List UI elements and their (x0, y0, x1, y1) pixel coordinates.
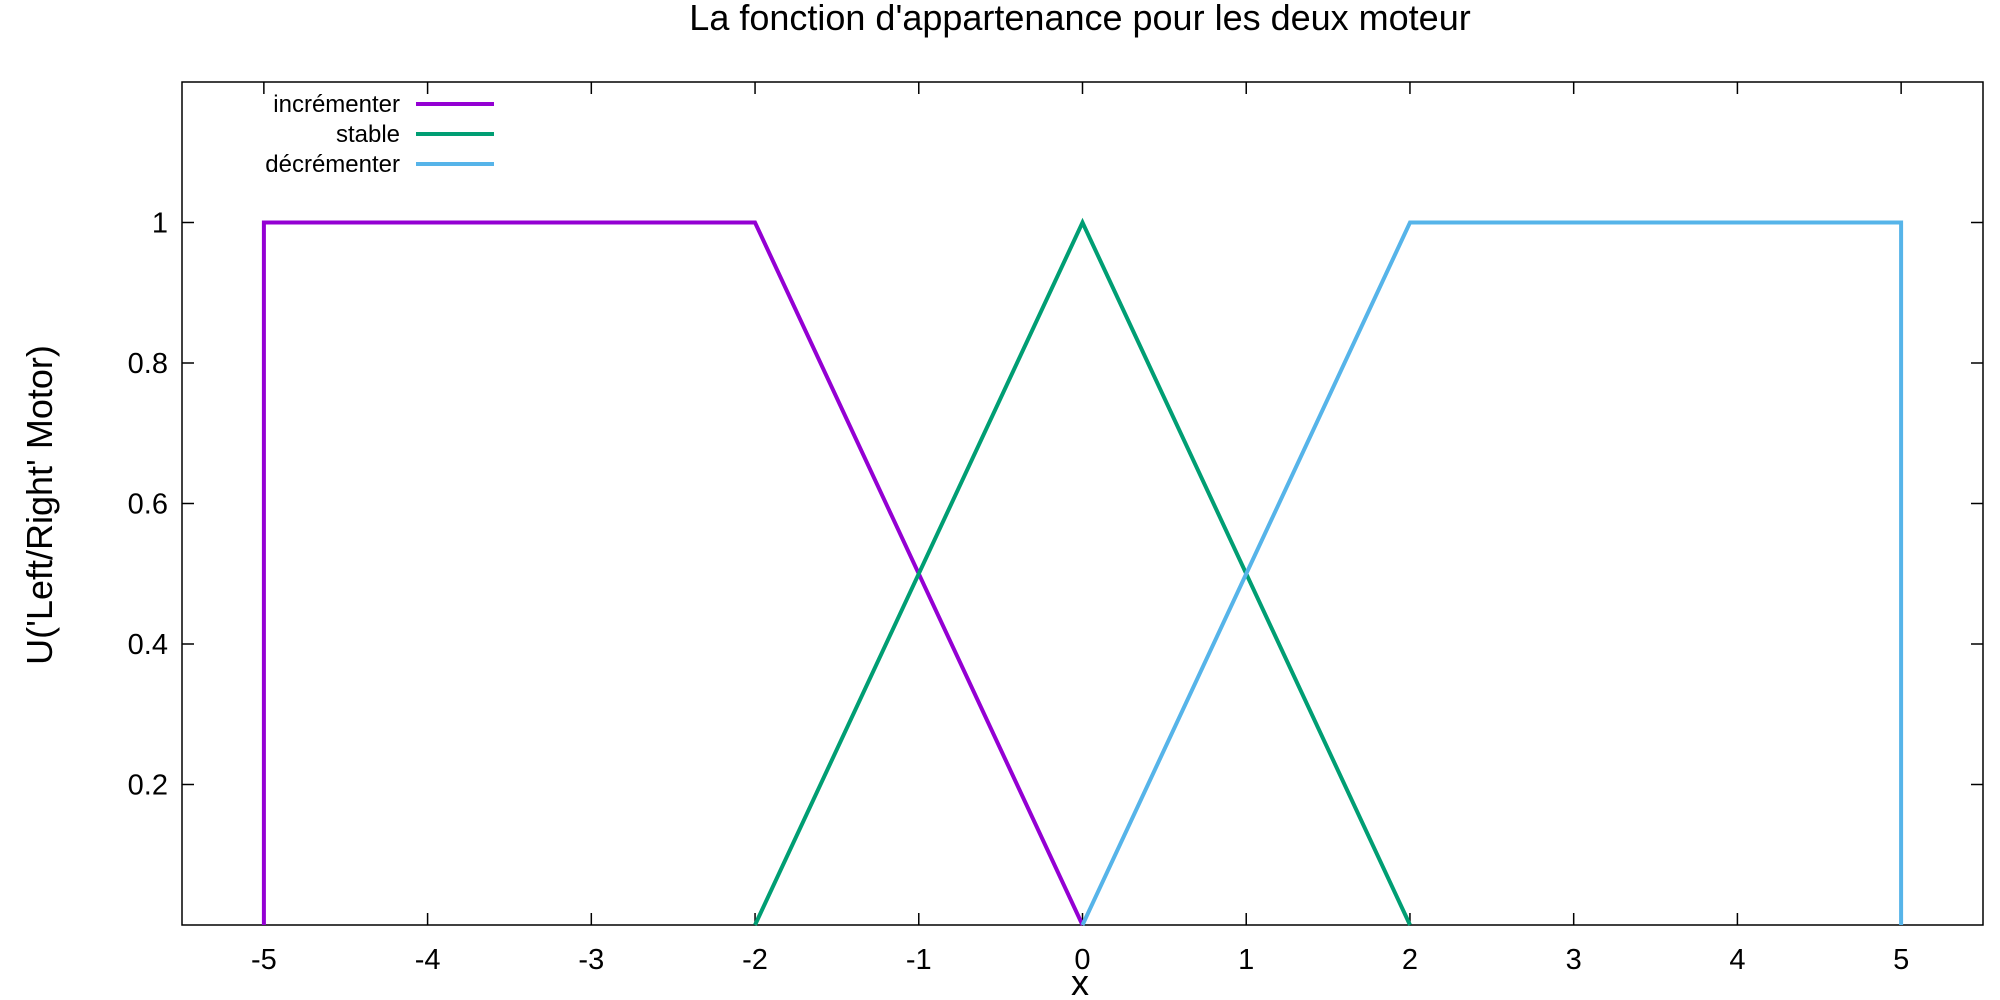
x-tick-label: 2 (1402, 944, 1418, 976)
x-tick-label: -3 (578, 944, 604, 976)
series-line-0 (261, 220, 1085, 926)
series-group (261, 217, 1904, 926)
legend-label: stable (336, 121, 400, 148)
x-tick-label: 1 (1238, 944, 1254, 976)
x-tick-label: -4 (415, 944, 441, 976)
chart-title: La fonction d'appartenance pour les deux… (689, 0, 1470, 38)
x-tick-label: 0 (1074, 944, 1090, 976)
y-axis-label: U('Left/Right' Motor) (19, 345, 60, 665)
y-tick-label: 0.2 (128, 770, 168, 802)
legend-label: incrémenter (273, 91, 400, 118)
x-tick-label: -1 (906, 944, 932, 976)
y-tick-label: 1 (152, 208, 168, 240)
legend-label: décrémenter (265, 151, 400, 178)
plot-frame (181, 81, 1984, 926)
x-tick-label: 5 (1893, 944, 1909, 976)
axis-ticks: -5 -4 -3 -2 -1 0 1 2 3 4 5 0.2 0.4 0.6 0.8 1 (128, 82, 1983, 976)
x-tick-label: 3 (1566, 944, 1582, 976)
x-tick-label: -5 (251, 944, 277, 976)
series-line-1 (753, 217, 1412, 926)
y-tick-label: 0.8 (128, 348, 168, 380)
legend: incrémenter stable décrémenter (265, 91, 494, 178)
x-tick-label: 4 (1729, 944, 1745, 976)
x-axis-label: x (1071, 962, 1089, 1000)
y-tick-label: 0.6 (128, 489, 168, 521)
x-tick-label: -2 (742, 944, 768, 976)
series-line-2 (1080, 220, 1904, 926)
y-tick-label: 0.4 (128, 629, 168, 661)
